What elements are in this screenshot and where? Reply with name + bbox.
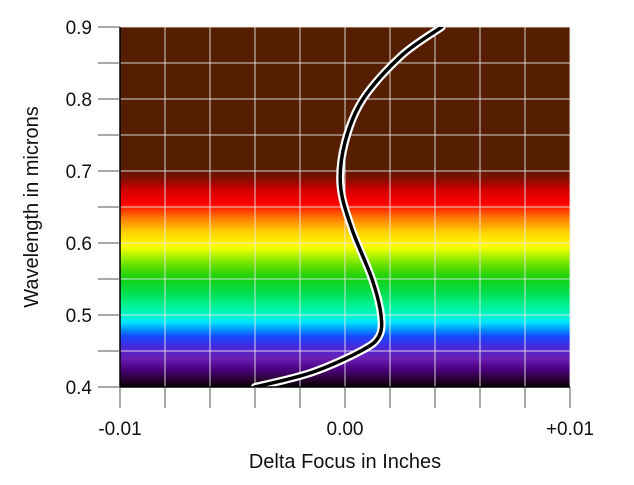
x-axis: -0.01 0.00 +0.01 [98,386,594,440]
x-tick-label: +0.01 [546,419,594,440]
y-tick-label: 0.5 [66,306,92,327]
y-tick-label: 0.8 [66,90,92,111]
y-axis: 0.4 0.5 0.6 0.7 0.8 0.9 [66,18,121,399]
x-tick-label: 0.00 [327,419,364,440]
grid-lines [119,26,571,388]
y-tick-label: 0.4 [66,378,93,399]
y-axis-title: Wavelength in microns [21,106,43,308]
x-tick-label: -0.01 [98,419,141,440]
y-tick-label: 0.7 [66,162,92,183]
x-axis-title: Delta Focus in Inches [249,451,441,473]
curve-layer [251,27,446,387]
y-tick-label: 0.6 [66,234,92,255]
y-tick-label: 0.9 [66,18,92,39]
series-line [253,27,444,387]
